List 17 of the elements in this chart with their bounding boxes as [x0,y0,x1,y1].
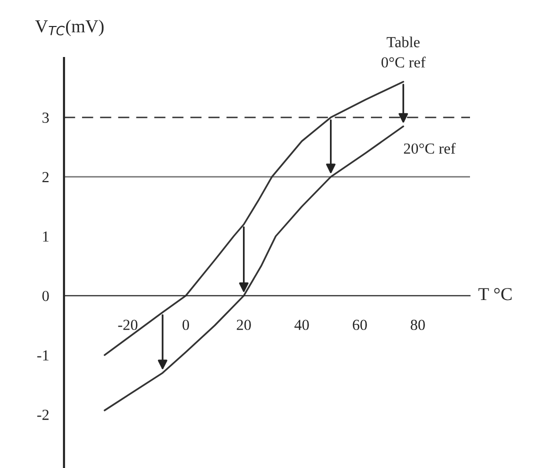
line-series [104,126,404,412]
x-tick-label: 40 [294,320,309,330]
y-tick-label: -2 [37,410,49,420]
y-tick-label: 1 [43,231,48,242]
y-tick-label: 2 [42,172,49,182]
series-label: 20°C ref [404,142,456,154]
x-tick-label: 60 [352,320,367,330]
y-tick-label: 0 [42,290,49,302]
x-axis-title: T °C [478,288,512,300]
x-tick-label: -20 [118,320,138,330]
x-tick-label: 0 [182,320,190,330]
x-tick-label: 20 [236,320,251,330]
y-tick-label: -1 [37,350,48,360]
series-label: Table 0°C ref [382,36,426,68]
x-tick-label: 80 [410,320,425,330]
y-tick-label: 3 [42,112,49,123]
y-axis-title: V$_{TC}$(mV) [35,20,104,36]
